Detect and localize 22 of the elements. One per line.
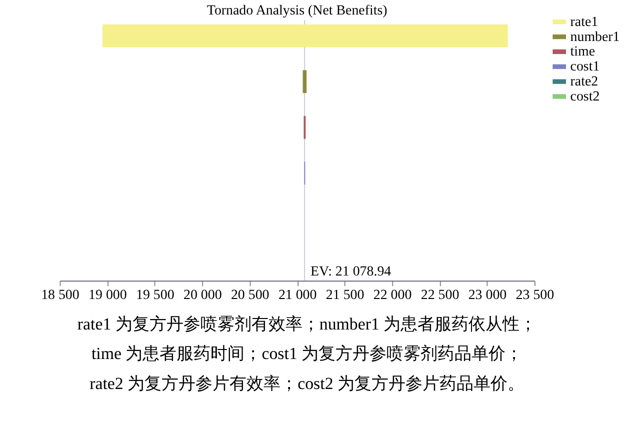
text: time 为患者服药时间；cost1 为复方丹参喷雾剂药品单价；	[91, 344, 523, 364]
x-tick-label: 22 500	[420, 288, 460, 304]
x-tick-label: 19 000	[88, 288, 127, 304]
legend-label: rate2	[570, 74, 598, 90]
legend-label: rate1	[570, 14, 598, 30]
x-tick-label: 20 500	[230, 288, 270, 304]
x-tick-label: 18 500	[41, 288, 80, 304]
x-tick-label: 22 000	[373, 288, 412, 304]
x-tick-label: 23 000	[468, 288, 507, 304]
x-tick-label: 21 000	[278, 288, 317, 304]
legend-label: cost1	[570, 60, 600, 75]
legend-label: cost2	[570, 89, 600, 104]
text: rate2 为复方丹参片有效率；cost2 为复方丹参片药品单价。	[90, 374, 525, 394]
ref-line-label: EV: 21 078.94	[310, 264, 392, 280]
chart-title: Tornado Analysis (Net Benefits)	[206, 3, 388, 18]
text: rate1 为复方丹参喷雾剂有效率；number1 为患者服药依从性；	[77, 314, 537, 334]
x-tick-label: 19 500	[136, 288, 174, 304]
x-tick-label: 23 500	[516, 288, 554, 304]
x-tick-label: 21 500	[326, 288, 364, 304]
x-tick-label: 20 000	[183, 288, 222, 304]
legend-label: time	[570, 44, 596, 60]
legend-label: number1	[570, 30, 620, 45]
